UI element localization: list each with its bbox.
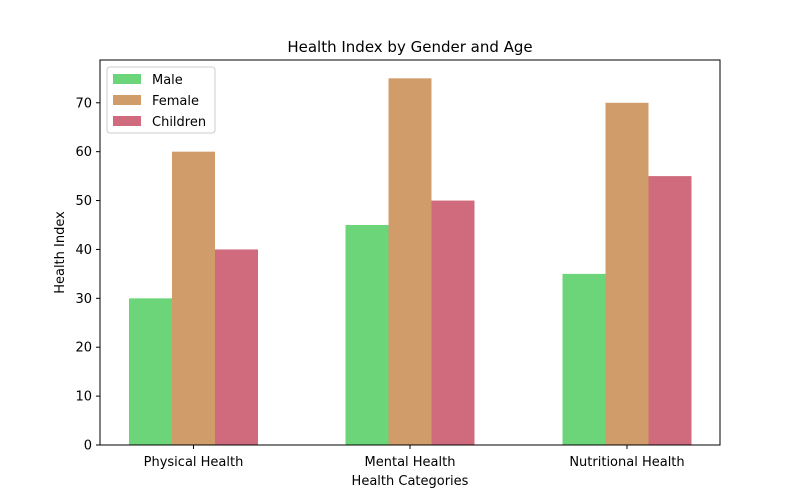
- bars-group: [129, 78, 692, 446]
- x-axis-label: Health Categories: [352, 474, 469, 489]
- y-axis: 0 10 20 30 40 50 60 70: [75, 96, 100, 454]
- bar-female-0: [172, 151, 215, 445]
- x-axis: Physical Health Mental Health Nutritional …: [144, 445, 685, 470]
- legend-label-female: Female: [152, 94, 199, 109]
- y-tick-label: 20: [75, 341, 92, 356]
- x-tick-label: Nutritional Health: [569, 455, 684, 470]
- bar-male-0: [129, 298, 172, 445]
- y-tick-label: 30: [75, 292, 92, 307]
- x-tick-label: Mental Health: [365, 455, 456, 470]
- bar-male-1: [345, 225, 389, 445]
- y-tick-label: 60: [75, 145, 92, 160]
- bar-female-2: [605, 102, 649, 446]
- chart-title: Health Index by Gender and Age: [287, 38, 532, 56]
- x-tick-label: Physical Health: [144, 455, 244, 470]
- legend-label-male: Male: [152, 73, 183, 88]
- bar-male-2: [562, 273, 606, 445]
- y-tick-label: 50: [75, 194, 92, 209]
- y-axis-label: Health Index: [53, 211, 68, 294]
- y-tick-label: 40: [75, 243, 92, 258]
- y-tick-label: 70: [75, 96, 92, 111]
- y-tick-label: 10: [75, 390, 92, 405]
- y-tick-label: 0: [84, 439, 92, 454]
- bar-female-1: [388, 78, 432, 445]
- legend-swatch-children: [113, 116, 141, 126]
- legend-swatch-female: [113, 95, 141, 105]
- legend: Male Female Children: [106, 66, 216, 134]
- bar-children-0: [215, 249, 258, 445]
- bar-children-1: [431, 200, 475, 445]
- legend-swatch-male: [113, 74, 141, 84]
- bar-children-2: [648, 176, 692, 445]
- legend-label-children: Children: [152, 115, 206, 130]
